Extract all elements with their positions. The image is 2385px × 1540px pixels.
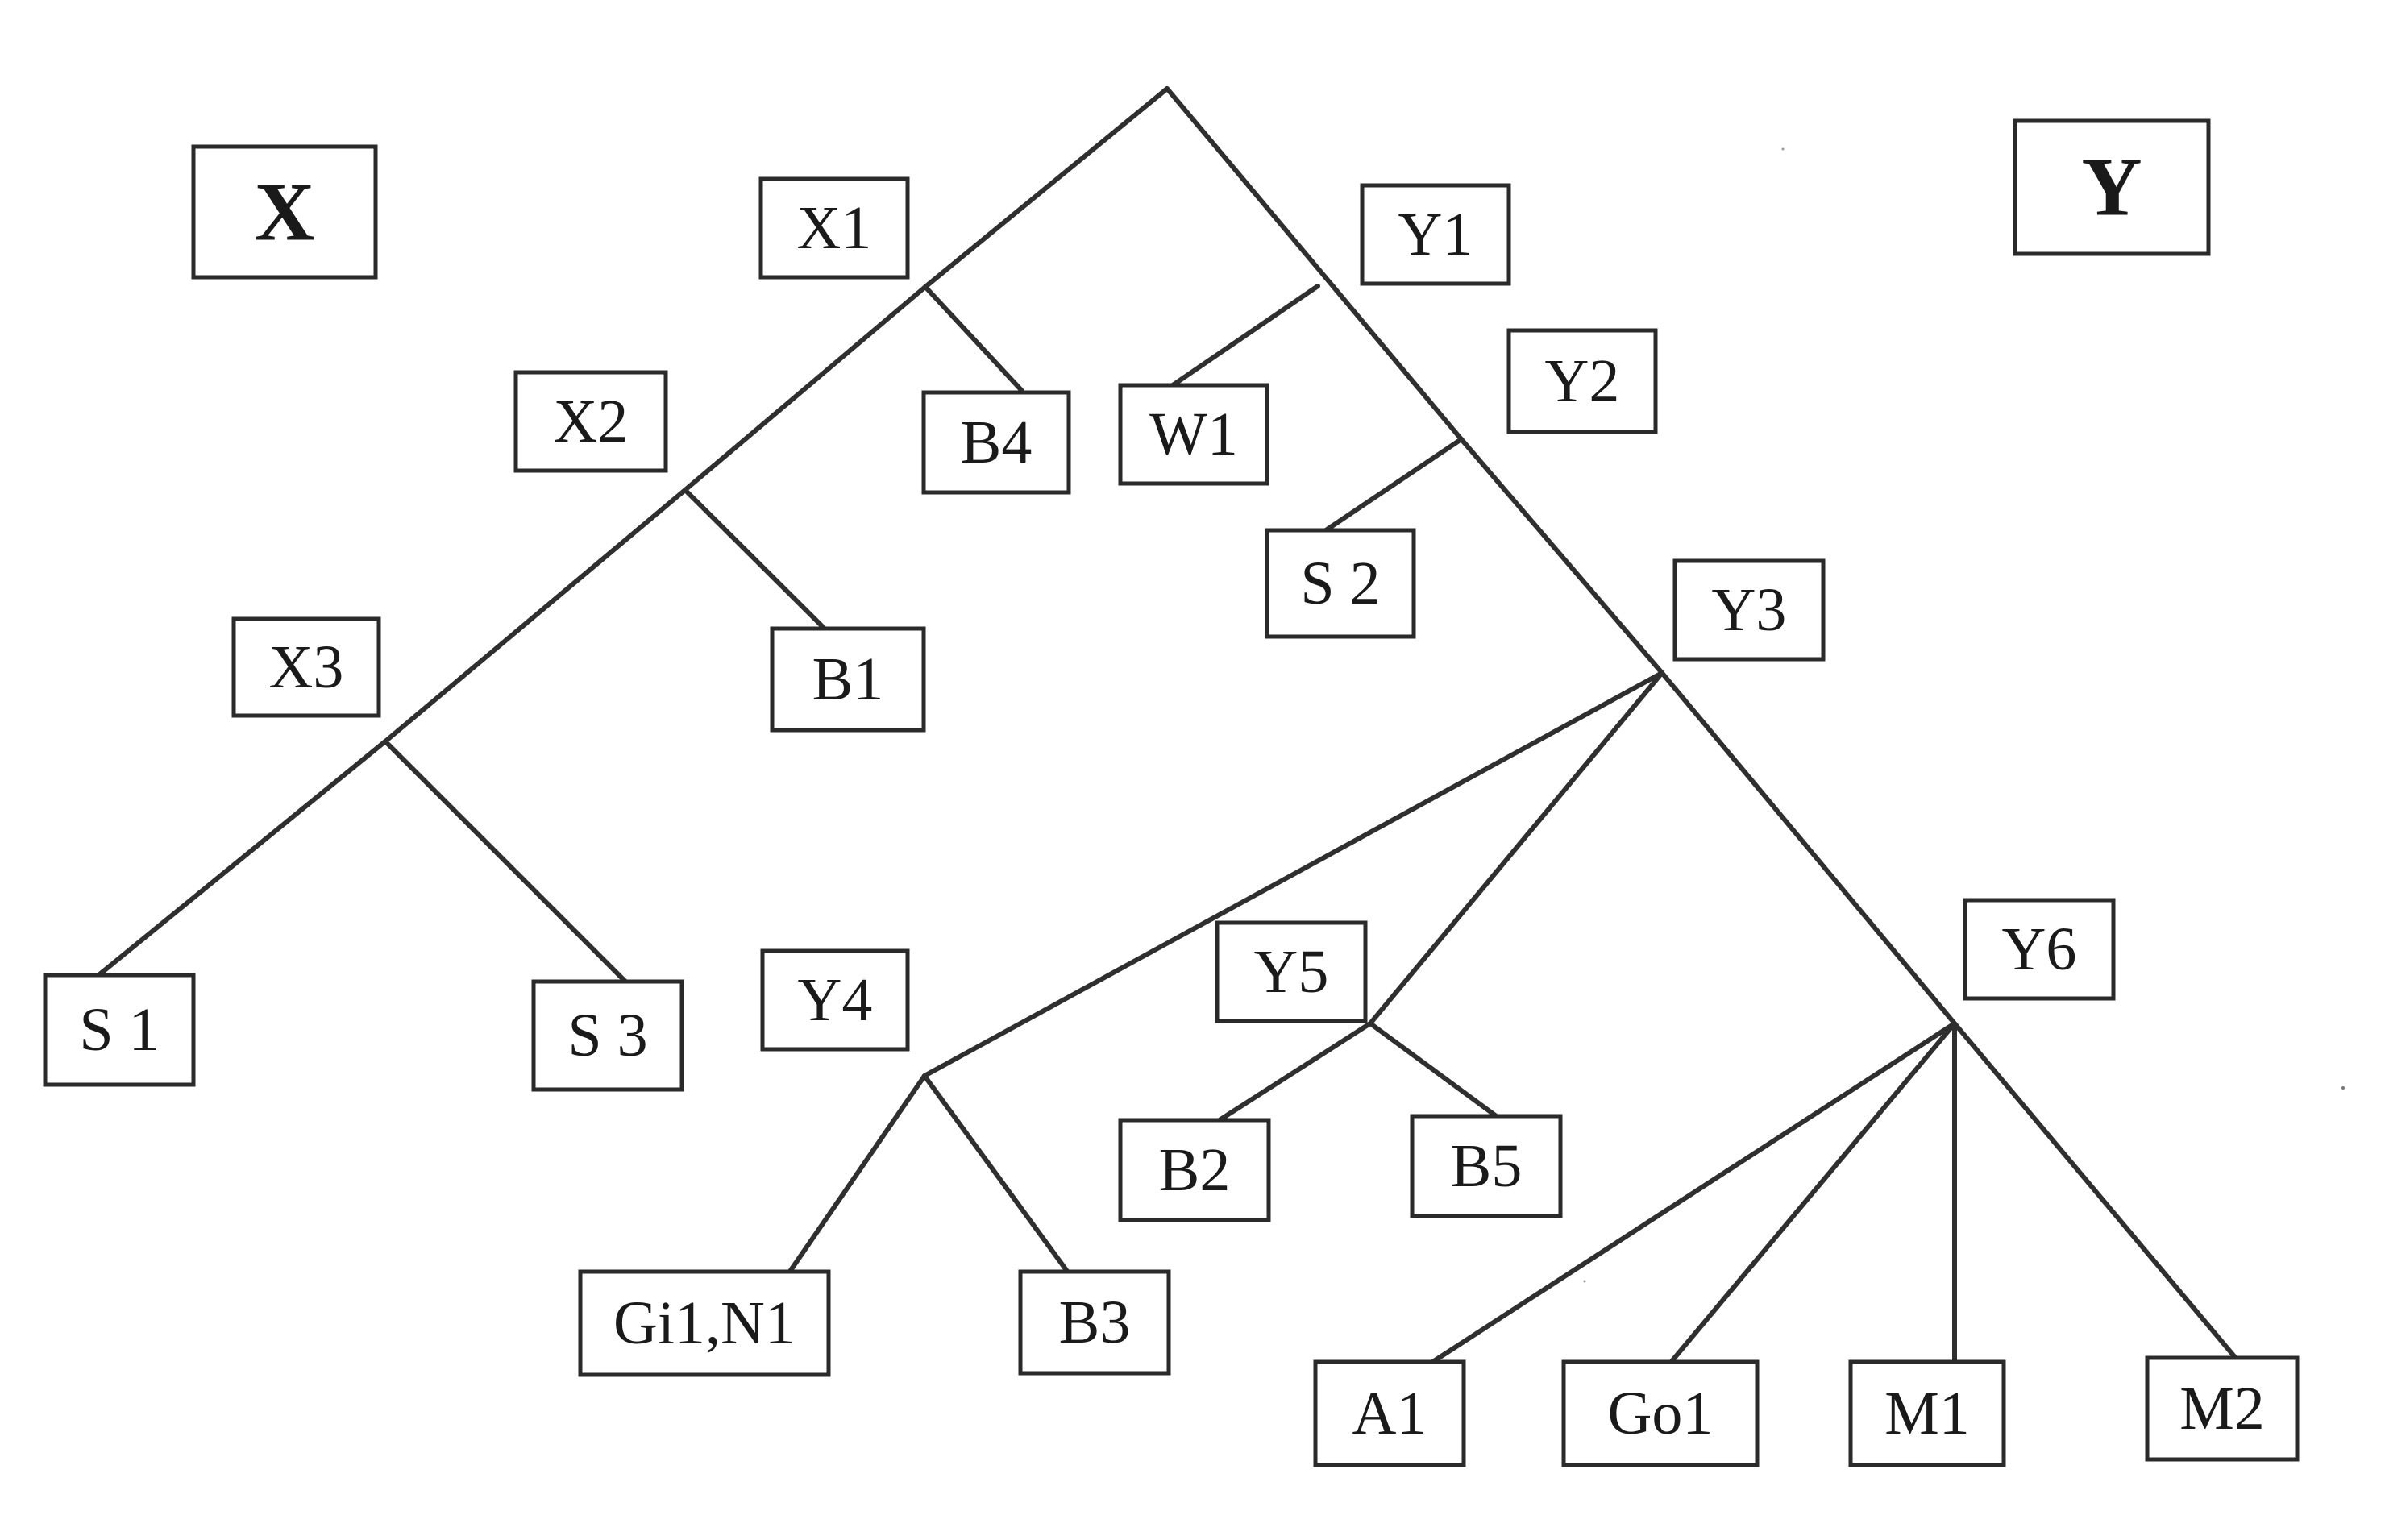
leaf-s3: S 3 <box>531 979 684 1092</box>
leaf-a1: A1 <box>1313 1359 1466 1467</box>
node-y2-label: Y2 <box>1545 347 1620 415</box>
node-y1-label: Y1 <box>1398 201 1473 268</box>
edge-y4-gi1n1 <box>783 1073 927 1280</box>
node-y6: Y6 <box>1963 898 2116 1001</box>
edge-y4-b3 <box>922 1073 1073 1278</box>
edge-root-right <box>1165 86 1464 442</box>
edge-y3-y4 <box>922 670 1664 1078</box>
edge-y1-w1 <box>1168 284 1320 389</box>
leaf-m1-label: M1 <box>1884 1380 1970 1447</box>
node-y5: Y5 <box>1215 920 1368 1023</box>
leaf-s2-label: S 2 <box>1300 550 1380 617</box>
leaf-b4-label: B4 <box>961 409 1033 476</box>
leaf-s3-label: S 3 <box>567 1002 647 1069</box>
group-label-y: Y <box>2013 118 2211 256</box>
edge-y6-go1 <box>1662 1021 1957 1372</box>
group-label-x-text: X <box>254 166 314 259</box>
edge-root-left <box>923 86 1170 289</box>
leaf-b3-label: B3 <box>1059 1289 1131 1356</box>
edge-y6-m2 <box>1952 1021 2245 1368</box>
leaf-s1-label: S 1 <box>79 996 159 1064</box>
edge-y3-y6 <box>1660 670 1957 1026</box>
leaf-a1-label: A1 <box>1352 1380 1427 1447</box>
scan-speck <box>1781 147 1785 151</box>
node-y2: Y2 <box>1506 328 1658 434</box>
leaf-gi1-n1: Gi1,N1 <box>578 1269 831 1377</box>
edge-x1-x2 <box>683 284 928 492</box>
leaf-b1-label: B1 <box>812 645 884 713</box>
leaf-s2: S 2 <box>1265 528 1416 639</box>
node-x1-label: X1 <box>797 194 872 262</box>
edge-x2-b1 <box>683 488 829 633</box>
leaf-w1-label: W1 <box>1149 401 1238 468</box>
edge-y6-a1 <box>1418 1021 1957 1372</box>
edge-y5-b5 <box>1368 1021 1510 1127</box>
node-y5-label: Y5 <box>1254 938 1329 1006</box>
group-label-x: X <box>191 144 378 280</box>
leaf-b5-label: B5 <box>1451 1132 1523 1200</box>
group-label-y-text: Y <box>2081 141 2142 234</box>
edge-y2-y3 <box>1459 437 1664 675</box>
edge-y2-s2 <box>1321 437 1464 534</box>
leaf-b4: B4 <box>921 390 1071 495</box>
node-x3: X3 <box>231 616 381 718</box>
node-x3-label: X3 <box>269 633 344 701</box>
tree-edges <box>90 86 2245 1372</box>
leaf-w1: W1 <box>1118 383 1269 486</box>
leaf-m2: M2 <box>2145 1355 2300 1462</box>
leaf-b3: B3 <box>1018 1269 1171 1376</box>
leaf-s1: S 1 <box>43 973 196 1087</box>
scan-speck <box>1583 1280 1586 1283</box>
leaf-go1-label: Go1 <box>1608 1380 1714 1447</box>
node-y3-label: Y3 <box>1712 576 1787 644</box>
node-x1: X1 <box>758 176 910 280</box>
leaf-go1: Go1 <box>1561 1359 1760 1467</box>
edge-x2-x3 <box>383 488 688 744</box>
node-y1: Y1 <box>1360 183 1511 286</box>
scan-speck <box>2341 1086 2345 1090</box>
node-x2: X2 <box>513 370 668 473</box>
leaf-b2-label: B2 <box>1159 1136 1231 1204</box>
leaf-gi1-n1-label: Gi1,N1 <box>613 1289 796 1357</box>
leaf-b2: B2 <box>1118 1118 1271 1222</box>
edge-x1-b4 <box>923 284 1024 393</box>
edge-x3-s1 <box>90 739 388 982</box>
node-y4-label: Y4 <box>798 966 873 1034</box>
node-y3: Y3 <box>1672 558 1826 662</box>
node-y4: Y4 <box>760 948 910 1052</box>
node-x2-label: X2 <box>554 388 629 455</box>
node-y6-label: Y6 <box>2002 915 2077 983</box>
leaf-b5: B5 <box>1410 1114 1563 1218</box>
leaf-m2-label: M2 <box>2179 1375 2265 1442</box>
leaf-m1: M1 <box>1848 1359 2006 1467</box>
edge-y3-y5 <box>1368 670 1664 1026</box>
leaf-b1: B1 <box>770 626 926 733</box>
edge-x3-s3 <box>383 739 631 987</box>
edge-y5-b2 <box>1211 1021 1373 1127</box>
